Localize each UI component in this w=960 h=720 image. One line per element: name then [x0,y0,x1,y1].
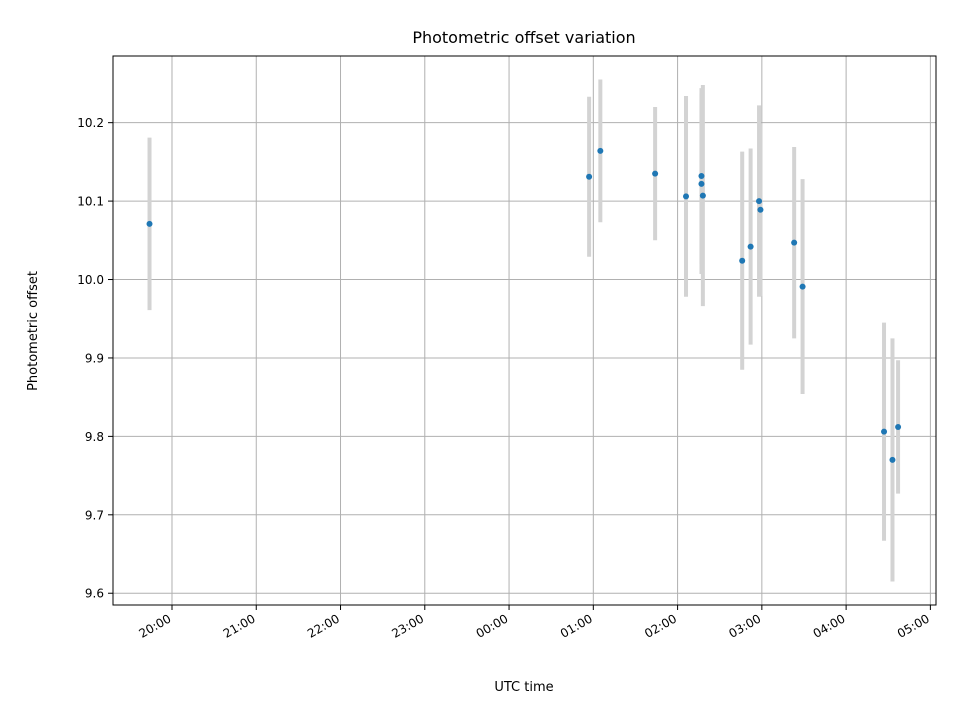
x-axis-label: UTC time [494,680,553,695]
y-tick-label: 9.8 [85,430,104,444]
y-tick-label: 9.9 [85,351,104,365]
data-point [699,192,706,199]
data-point [698,180,705,187]
data-point [747,243,754,250]
data-point [683,193,690,200]
y-tick-label: 10.2 [77,116,104,130]
data-point [799,283,806,290]
y-tick-label: 9.6 [85,587,104,601]
data-point [586,173,593,180]
data-point [698,172,705,179]
data-point [739,257,746,264]
data-point [881,428,888,435]
data-points [146,147,902,463]
data-point [756,198,763,205]
y-tick-label: 9.7 [85,508,104,522]
grid-lines [113,56,936,605]
data-point [597,147,604,154]
data-point [895,423,902,430]
plot-frame [112,55,937,606]
data-point [757,206,764,213]
y-axis-ticks: 9.6 9.7 9.8 9.9 10.0 10.1 10.2 [77,116,113,601]
chart-title: Photometric offset variation [412,28,635,47]
data-point [889,456,896,463]
data-point [791,239,798,246]
y-axis-label: Photometric offset [26,271,41,391]
y-tick-label: 10.0 [77,273,104,287]
y-tick-label: 10.1 [77,195,104,209]
data-point [652,170,659,177]
data-point [146,220,153,227]
